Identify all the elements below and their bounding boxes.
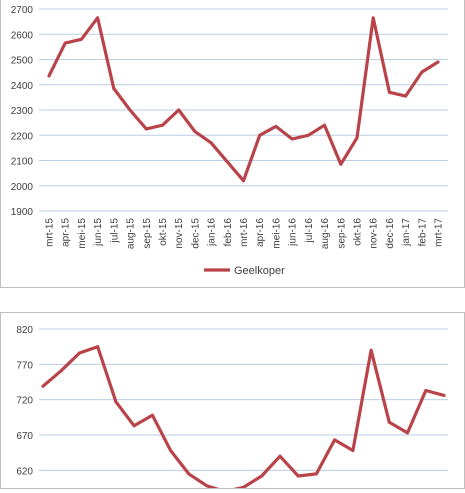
y-tick-label: 720	[16, 396, 33, 407]
data-point	[306, 133, 310, 137]
line-chart-geelkoper: 1900 2000 2100 2200 2300 2400 2500 2600 2700 mrt-…	[11, 5, 448, 277]
data-point	[63, 41, 67, 45]
x-tick-label: apr-15	[61, 218, 72, 247]
x-tick-label: mei-15	[77, 218, 88, 249]
data-point	[209, 141, 213, 145]
y-tick-label: 2200	[11, 131, 34, 142]
legend-label: Geelkoper	[234, 265, 285, 277]
y-tick-label: 820	[16, 325, 33, 336]
data-point	[114, 400, 118, 404]
data-point	[144, 127, 148, 131]
line-chart-second: 620 670 720 770 820	[16, 325, 448, 493]
data-point	[78, 351, 81, 355]
x-tick-label: mei-16	[271, 218, 282, 249]
data-point	[371, 16, 375, 20]
data-point	[193, 130, 197, 133]
x-tick-label: jan-17	[401, 218, 412, 247]
x-tick-label: aug-15	[126, 218, 137, 250]
y-tick-label: 2300	[11, 106, 34, 117]
y-tick-label: 1900	[11, 207, 34, 218]
x-tick-label: mrt-16	[239, 218, 250, 247]
series-line	[47, 16, 440, 183]
data-point	[442, 394, 446, 397]
data-point	[436, 60, 440, 64]
data-point	[41, 384, 45, 388]
data-point	[290, 137, 294, 141]
x-tick-label: jan-16	[207, 218, 218, 247]
data-point	[387, 420, 391, 424]
series-line	[41, 345, 446, 493]
data-point	[205, 484, 209, 488]
y-tick-label: 620	[16, 466, 33, 477]
data-point	[278, 454, 282, 458]
data-point	[242, 179, 245, 183]
data-point	[274, 125, 278, 128]
x-tick-label: jun-15	[93, 218, 104, 247]
x-tick-label: sep-15	[142, 218, 153, 249]
data-point	[96, 345, 100, 349]
data-point	[80, 37, 83, 41]
data-point	[128, 108, 132, 112]
y-tick-label: 2000	[11, 182, 34, 193]
data-point	[420, 70, 424, 74]
data-point	[169, 449, 172, 452]
data-point	[59, 369, 63, 373]
chart-panel-geelkoper: 1900 2000 2100 2200 2300 2400 2500 2600 2700 mrt-…	[0, 0, 465, 288]
y-tick-label: 770	[16, 360, 33, 371]
data-point	[225, 160, 229, 164]
data-point	[260, 474, 264, 478]
y-tick-label: 2400	[11, 81, 34, 92]
x-tick-label: apr-16	[255, 218, 266, 247]
data-point	[404, 94, 407, 98]
x-tick-label: jun-16	[288, 218, 299, 247]
x-tick-label: mrt-17	[434, 218, 445, 247]
y-tick-label: 2500	[11, 56, 34, 67]
data-point	[333, 438, 337, 442]
data-point	[406, 431, 409, 435]
x-tick-label: dec-16	[385, 218, 396, 249]
data-point	[150, 413, 154, 417]
y-tick-label: 670	[16, 431, 33, 442]
data-point	[339, 162, 343, 166]
x-tick-label: okt-15	[158, 218, 169, 246]
data-point	[96, 16, 100, 20]
x-tick-label: mrt-15	[45, 218, 56, 247]
data-point	[112, 87, 116, 90]
x-tick-label: jul-16	[304, 218, 315, 244]
x-tick-label: nov-15	[174, 218, 185, 249]
data-point	[323, 123, 326, 127]
x-tick-label: aug-16	[320, 218, 331, 250]
data-point	[47, 74, 51, 78]
y-tick-label: 2700	[11, 5, 34, 16]
data-point	[424, 389, 428, 392]
y-tick-label: 2600	[11, 30, 34, 41]
x-tick-label: feb-16	[223, 218, 234, 247]
x-tick-label: okt-16	[352, 218, 363, 246]
chart-panel-second: 620 670 720 770 820	[0, 312, 465, 493]
data-point	[355, 136, 359, 140]
x-tick-label: sep-16	[336, 218, 347, 249]
data-point	[258, 133, 262, 137]
x-tick-label: feb-17	[417, 218, 428, 247]
data-point	[161, 123, 164, 127]
data-point	[177, 108, 181, 112]
data-point	[387, 90, 391, 94]
data-point	[369, 348, 373, 352]
data-point	[351, 449, 355, 452]
x-tick-label: dec-15	[190, 218, 201, 249]
y-tick-label: 2100	[11, 157, 34, 168]
x-tick-label: nov-16	[369, 218, 380, 249]
x-tick-label: jul-15	[109, 218, 120, 244]
data-point	[132, 424, 136, 428]
data-point	[296, 474, 300, 478]
